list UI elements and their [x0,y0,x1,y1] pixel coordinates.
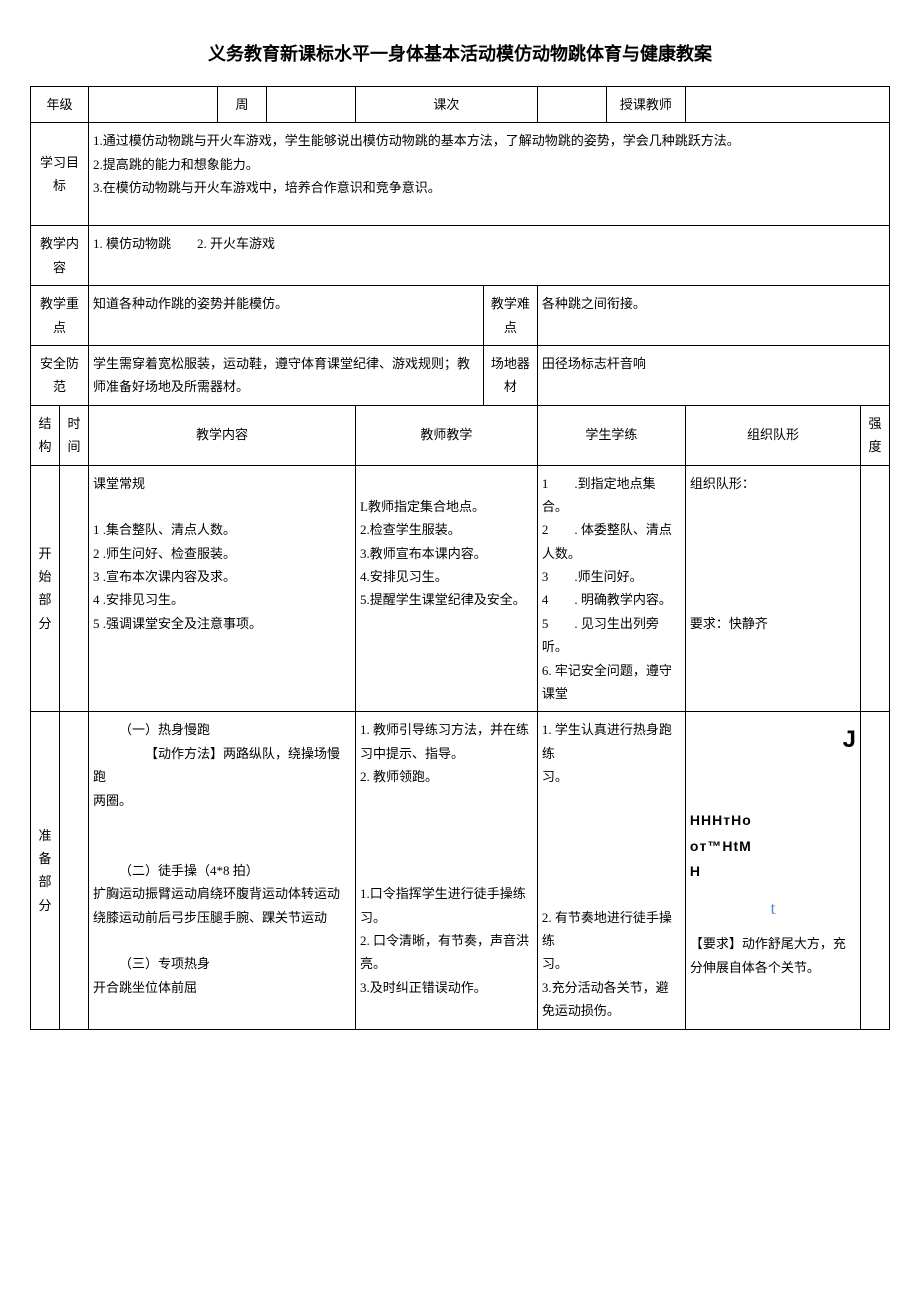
start-t4: 4.安排见习生。 [360,565,533,588]
obj-line-2: 2.提高跳的能力和想象能力。 [93,153,885,176]
formation-t-icon: t [690,892,856,924]
focus-row: 教学重点 知道各种动作跳的姿势并能模仿。 教学难点 各种跳之间衔接。 [31,286,890,346]
start-c2: 2 .师生问好、检查服装。 [93,542,351,565]
prep-formation-req: 【要求】动作舒尾大方，充分伸展自体各个关节。 [690,932,856,979]
start-s6: 6. 牢记安全问题，遵守课堂 [542,659,681,706]
formation-shapes-2: ᴏᴛ™HtM [690,834,856,859]
obj-line-1: 1.通过模仿动物跳与开火车游戏，学生能够说出模仿动物跳的基本方法，了解动物跳的姿… [93,129,885,152]
prep-sec1-title: （一）热身慢跑 [93,718,351,741]
start-student: 1 .到指定地点集合。 2 . 体委整队、清点 人数。 3 .师生问好。 4 .… [537,465,685,712]
prep-ta2: 习中提示、指导。 [360,742,533,765]
week-label: 周 [218,87,267,123]
prep-row: 准备部分 （一）热身慢跑 【动作方法】两路纵队，绕操场慢跑 两圈。 （二）徒手操… [31,712,890,1029]
start-s5b: 听。 [542,635,681,658]
prep-sa2: 习。 [542,765,681,788]
start-t1: L教师指定集合地点。 [360,495,533,518]
prep-tb2: 2. 口令清晰，有节奏，声音洪亮。 [360,929,533,976]
key-label: 教学重点 [31,286,89,346]
venue-text: 田径场标志杆音响 [537,345,889,405]
start-formation-title: 组织队形： [690,472,856,495]
prep-time [60,712,89,1029]
start-s1: 1 .到指定地点集合。 [542,472,681,519]
col-content: 教学内容 [89,405,356,465]
safety-row: 安全防范 学生需穿着宽松服装，运动鞋，遵守体育课堂纪律、游戏规则；教师准备好场地… [31,345,890,405]
prep-intensity [861,712,890,1029]
objectives-label: 学习目标 [31,123,89,226]
prep-content: （一）热身慢跑 【动作方法】两路纵队，绕操场慢跑 两圈。 （二）徒手操（4*8 … [89,712,356,1029]
column-header-row: 结构 时间 教学内容 教师教学 学生学练 组织队形 强度 [31,405,890,465]
prep-ta3: 2. 教师领跑。 [360,765,533,788]
start-content: 课堂常规 1 .集合整队、清点人数。 2 .师生问好、检查服装。 3 .宣布本次… [89,465,356,712]
start-formation: 组织队形： 要求：快静齐 [685,465,860,712]
formation-shapes-3: H [690,859,856,884]
page-title: 义务教育新课标水平一身体基本活动模仿动物跳体育与健康教案 [30,40,890,66]
prep-student: 1. 学生认真进行热身跑练 习。 2. 有节奏地进行徒手操练 习。 3.充分活动… [537,712,685,1029]
content-text: 1. 模仿动物跳 2. 开火车游戏 [89,226,890,286]
start-s5: 5 . 见习生出列旁 [542,612,681,635]
week-value [267,87,356,123]
start-s2: 2 . 体委整队、清点 [542,518,681,541]
lesson-label: 课次 [356,87,538,123]
teacher-label: 授课教师 [606,87,685,123]
diff-label: 教学难点 [483,286,537,346]
prep-sb2: 习。 [542,952,681,975]
prep-sec1-method: 【动作方法】两路纵队，绕操场慢跑 [93,742,351,789]
prep-sb3: 3.充分活动各关节，避免运动损伤。 [542,976,681,1023]
col-student: 学生学练 [537,405,685,465]
start-content-title: 课堂常规 [93,472,351,495]
formation-shapes-1: HHHᴛHᴏ [690,808,856,833]
start-t3: 3.教师宣布本课内容。 [360,542,533,565]
content-label: 教学内容 [31,226,89,286]
start-s3: 3 .师生问好。 [542,565,681,588]
start-intensity [861,465,890,712]
prep-tb3: 3.及时纠正错误动作。 [360,976,533,999]
start-s2b: 人数。 [542,542,681,565]
prep-sec3-title: （三）专项热身 [93,952,351,975]
col-formation: 组织队形 [685,405,860,465]
start-c3: 3 .宣布本次课内容及求。 [93,565,351,588]
col-intensity: 强度 [861,405,890,465]
diff-text: 各种跳之间衔接。 [537,286,889,346]
start-t2: 2.检查学生服装。 [360,518,533,541]
start-teacher: L教师指定集合地点。 2.检查学生服装。 3.教师宣布本课内容。 4.安排见习生… [356,465,538,712]
prep-formation: J HHHᴛHᴏ ᴏᴛ™HtM H t 【要求】动作舒尾大方，充分伸展自体各个关… [685,712,860,1029]
prep-sb1: 2. 有节奏地进行徒手操练 [542,906,681,953]
prep-tb1: 1.口令指挥学生进行徒手操练习。 [360,882,533,929]
prep-teacher: 1. 教师引导练习方法，并在练 习中提示、指导。 2. 教师领跑。 1.口令指挥… [356,712,538,1029]
start-row: 开始部分 课堂常规 1 .集合整队、清点人数。 2 .师生问好、检查服装。 3 … [31,465,890,712]
prep-label: 准备部分 [31,712,60,1029]
start-formation-req: 要求：快静齐 [690,612,856,635]
safety-text: 学生需穿着宽松服装，运动鞋，遵守体育课堂纪律、游戏规则；教师准备好场地及所需器材… [89,345,484,405]
objectives-row: 学习目标 1.通过模仿动物跳与开火车游戏，学生能够说出模仿动物跳的基本方法，了解… [31,123,890,226]
safety-label: 安全防范 [31,345,89,405]
obj-line-3: 3.在模仿动物跳与开火车游戏中，培养合作意识和竞争意识。 [93,176,885,199]
col-structure: 结构 [31,405,60,465]
start-c4: 4 .安排见习生。 [93,588,351,611]
start-t5: 5.提醒学生课堂纪律及安全。 [360,588,533,611]
lesson-value [537,87,606,123]
start-time [60,465,89,712]
grade-value [89,87,218,123]
start-c1: 1 .集合整队、清点人数。 [93,518,351,541]
start-s4: 4 . 明确教学内容。 [542,588,681,611]
grade-label: 年级 [31,87,89,123]
prep-sec1-method2: 两圈。 [93,789,351,812]
content-row: 教学内容 1. 模仿动物跳 2. 开火车游戏 [31,226,890,286]
lesson-plan-table: 年级 周 课次 授课教师 学习目标 1.通过模仿动物跳与开火车游戏，学生能够说出… [30,86,890,1030]
prep-sec3-text: 开合跳坐位体前屈 [93,976,351,999]
start-c5: 5 .强调课堂安全及注意事项。 [93,612,351,635]
meta-row: 年级 周 课次 授课教师 [31,87,890,123]
key-text: 知道各种动作跳的姿势并能模仿。 [89,286,484,346]
prep-ta1: 1. 教师引导练习方法，并在练 [360,718,533,741]
prep-sec2-text: 扩胸运动振臂运动肩绕环腹背运动体转运动绕膝运动前后弓步压腿手腕、踝关节运动 [93,882,351,929]
objectives-text: 1.通过模仿动物跳与开火车游戏，学生能够说出模仿动物跳的基本方法，了解动物跳的姿… [89,123,890,226]
teacher-value [685,87,889,123]
col-teacher: 教师教学 [356,405,538,465]
prep-sa1: 1. 学生认真进行热身跑练 [542,718,681,765]
col-time: 时间 [60,405,89,465]
prep-sec2-title: （二）徒手操（4*8 拍） [93,859,351,882]
formation-j-icon: J [690,718,856,761]
start-label: 开始部分 [31,465,60,712]
venue-label: 场地器材 [483,345,537,405]
